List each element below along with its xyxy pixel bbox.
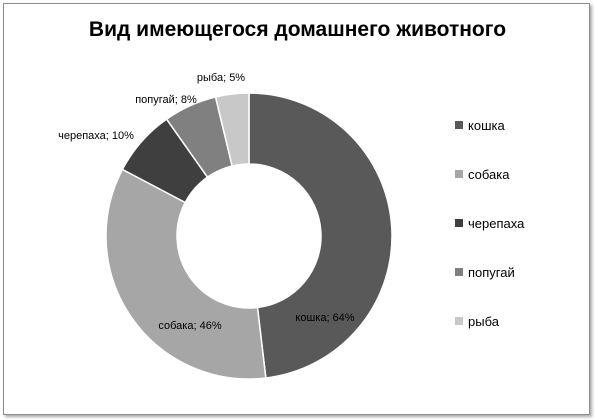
legend-entry-0: кошка	[468, 118, 505, 133]
chart-title: Вид имеющегося домашнего животного	[88, 18, 507, 41]
legend-entry-2: черепаха	[468, 216, 525, 231]
slice-4	[214, 92, 250, 167]
slice-0	[248, 92, 393, 379]
data-label-4: рыба; 5%	[197, 72, 245, 84]
legend-entry-1: собака	[468, 167, 510, 182]
legend-swatch-4	[455, 317, 463, 325]
legend: кошка собака черепаха попугай рыба	[455, 118, 525, 329]
doughnut-slices	[105, 92, 393, 380]
data-label-2: черепаха; 10%	[58, 130, 134, 142]
legend-swatch-2	[455, 219, 463, 227]
legend-swatch-1	[455, 170, 463, 178]
legend-entry-3: попугай	[468, 265, 515, 280]
data-label-0: кошка; 64%	[295, 312, 354, 324]
legend-swatch-0	[455, 121, 463, 129]
legend-swatch-3	[455, 268, 463, 276]
data-label-3: попугай; 8%	[135, 94, 197, 106]
legend-entry-4: рыба	[468, 314, 500, 329]
data-labels: кошка; 64% собака; 46% черепаха; 10% попуга…	[58, 72, 355, 332]
data-label-1: собака; 46%	[158, 320, 221, 332]
slice-1	[105, 168, 267, 380]
